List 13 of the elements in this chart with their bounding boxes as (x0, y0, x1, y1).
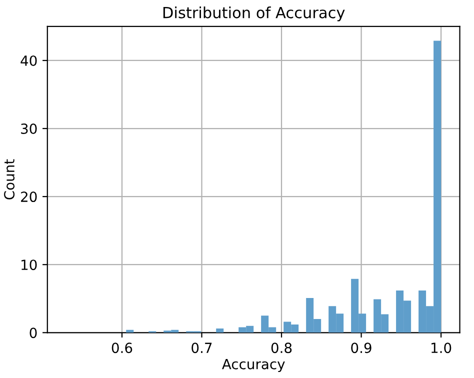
chart-title: Distribution of Accuracy (163, 6, 345, 22)
y-tick-label: 40 (20, 55, 37, 66)
y-tick-label: 20 (21, 192, 37, 202)
y-tick-label: 0 (30, 328, 37, 338)
y-tick-label: 10 (22, 260, 37, 270)
y-tick-label: 30 (21, 123, 37, 134)
x-tick-label: 0.7 (192, 342, 212, 354)
x-tick-label: 0.9 (351, 342, 372, 354)
y-axis-title: Count (4, 159, 15, 200)
x-tick-label: 0.8 (271, 342, 292, 354)
x-tick-label: 0.6 (112, 342, 132, 354)
x-axis-title: Accuracy (222, 359, 285, 372)
x-tick-label: 1.0 (432, 342, 452, 354)
